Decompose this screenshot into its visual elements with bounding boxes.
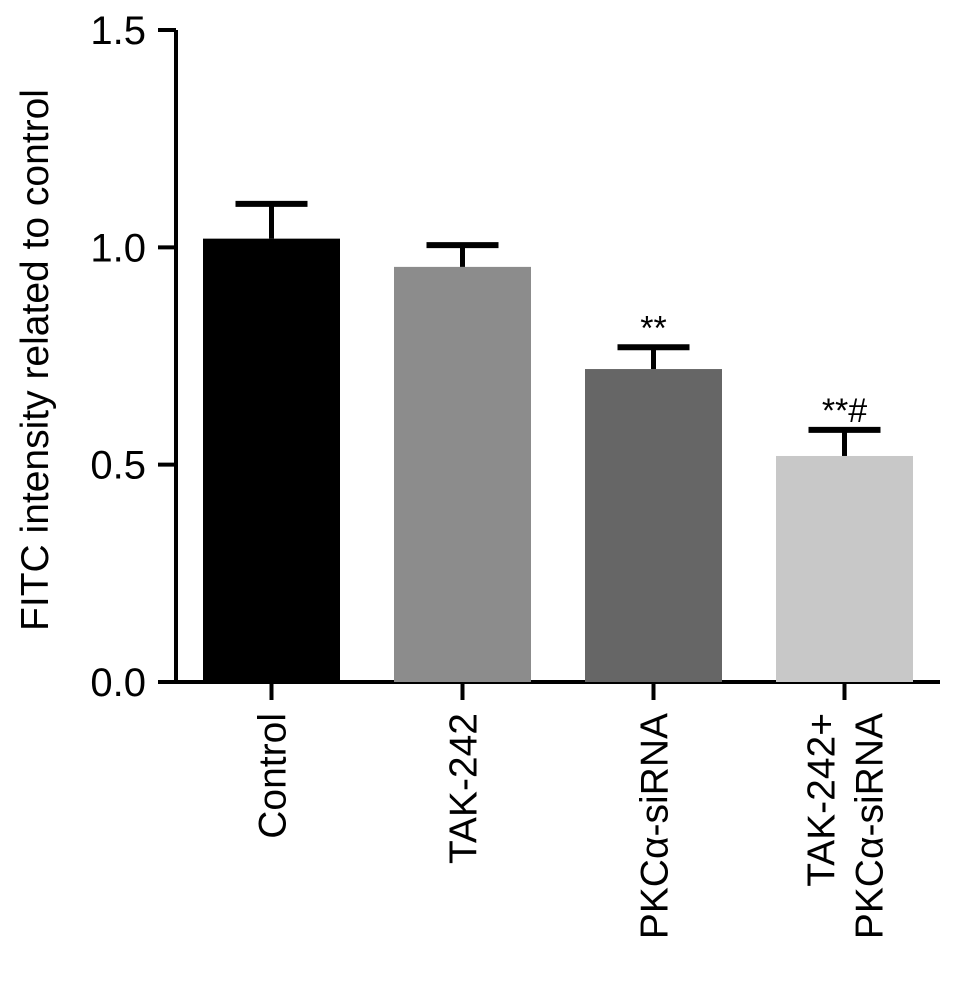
significance-label: **# [822,392,867,430]
bar [776,455,913,682]
y-axis-label: FITC intensity related to control [14,89,57,631]
bar [585,369,722,682]
y-tick-label: 0.5 [90,444,146,488]
x-tick-label: Control [252,713,295,839]
y-tick-label: 1.0 [90,226,146,270]
significance-label: ** [640,309,666,347]
bars: ** **# [203,200,913,682]
bar [203,238,340,682]
x-tick-label: TAK-242+ [801,713,844,887]
y-ticks: 0.0 0.5 1.0 1.5 [90,9,176,705]
x-tick-label: TAK-242 [443,713,486,864]
x-tick-label: PKCα-siRNA [849,713,892,939]
bar [394,266,531,682]
x-ticks: Control TAK-242 PKCα-siRNA TAK-242+ PKCα-siR… [252,682,892,939]
y-tick-label: 1.5 [90,9,146,53]
x-tick-label: PKCα-siRNA [634,713,677,939]
y-tick-label: 0.0 [90,661,146,705]
